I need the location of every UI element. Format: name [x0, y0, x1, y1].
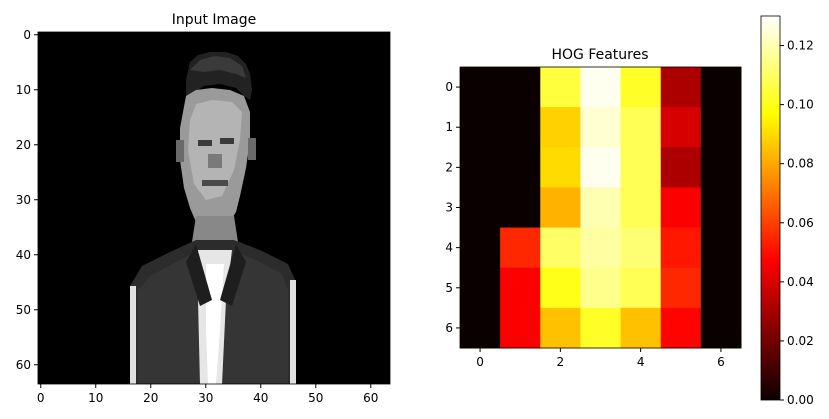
hog-cell — [700, 227, 742, 269]
hog-cell — [700, 107, 742, 148]
colorbar-tick-label: 0.12 — [787, 39, 814, 53]
y-tick-label: 3 — [445, 201, 453, 215]
x-tick-label: 10 — [88, 391, 103, 405]
hog-cell — [500, 267, 541, 309]
y-tick-label: 30 — [16, 193, 31, 207]
input-image-panel: Input Image — [16, 12, 391, 405]
hog-cell — [660, 107, 702, 148]
hog-cell — [620, 187, 662, 229]
hog-cell — [540, 307, 581, 349]
hog-cell — [460, 67, 501, 108]
hog-heatmap — [460, 67, 742, 349]
x-tick-label: 20 — [143, 391, 158, 405]
hog-cell — [700, 187, 742, 229]
colorbar: 0.00 0.02 0.04 0.06 0.08 0.10 0.12 — [760, 15, 814, 407]
hog-cell — [620, 147, 662, 188]
input-image-frame — [37, 31, 391, 385]
hog-cell — [500, 147, 541, 188]
y-tick-label: 10 — [16, 83, 31, 97]
colorbar-gradient — [760, 15, 781, 401]
colorbar-tick-label: 0.02 — [787, 334, 814, 348]
hog-cell — [620, 267, 662, 309]
x-tick-label: 0 — [476, 355, 484, 369]
hog-cell — [460, 267, 501, 309]
hog-cell — [540, 147, 581, 188]
y-tick-label: 6 — [445, 321, 453, 335]
hog-cell — [660, 187, 702, 229]
colorbar-ticks: 0.00 0.02 0.04 0.06 0.08 0.10 0.12 — [780, 39, 814, 407]
hog-cell — [700, 307, 742, 349]
hog-cell — [460, 107, 501, 148]
y-tick-label: 20 — [16, 138, 31, 152]
y-tick-label: 5 — [445, 281, 453, 295]
hog-cell — [580, 307, 622, 349]
y-tick-label: 0 — [23, 28, 31, 42]
hog-cell — [540, 107, 581, 148]
hog-cell — [620, 67, 662, 108]
hog-cell — [540, 267, 581, 309]
hog-cell — [660, 267, 702, 309]
hog-cell — [500, 227, 541, 269]
hog-cell — [660, 227, 702, 269]
hog-cell — [580, 67, 622, 108]
hog-cell — [460, 187, 501, 229]
hog-cell — [500, 307, 541, 349]
y-tick-label: 50 — [16, 303, 31, 317]
input-image-axes: 0 10 20 30 40 50 60 0 10 20 30 40 50 60 — [16, 28, 391, 405]
hog-cell — [620, 107, 662, 148]
x-tick-label: 50 — [308, 391, 323, 405]
hog-cell — [700, 67, 742, 108]
x-tick-label: 30 — [198, 391, 213, 405]
hog-cell — [580, 267, 622, 309]
colorbar-tick-label: 0.10 — [787, 98, 814, 112]
hog-cell — [500, 187, 541, 229]
hog-cell — [540, 67, 581, 108]
person-image — [130, 52, 296, 384]
y-tick-label: 1 — [445, 120, 453, 134]
hog-cell — [500, 67, 541, 108]
hog-cell — [580, 147, 622, 188]
x-tick-label: 4 — [637, 355, 645, 369]
colorbar-tick-label: 0.04 — [787, 275, 814, 289]
colorbar-tick-label: 0.06 — [787, 216, 814, 230]
hog-cell — [500, 107, 541, 148]
hog-cell — [580, 107, 622, 148]
hog-cell — [460, 147, 501, 188]
x-tick-label: 40 — [253, 391, 268, 405]
y-tick-label: 4 — [445, 241, 453, 255]
hog-cell — [700, 267, 742, 309]
x-tick-label: 6 — [717, 355, 725, 369]
hog-features-panel: HOG Features 0 2 4 6 0 1 2 3 4 5 6 — [445, 47, 742, 369]
hog-axes: 0 2 4 6 0 1 2 3 4 5 6 — [445, 66, 742, 369]
colorbar-tick-label: 0.08 — [787, 157, 814, 171]
x-tick-label: 2 — [557, 355, 565, 369]
hog-cell — [700, 147, 742, 188]
hog-cell — [660, 147, 702, 188]
hog-cell — [580, 187, 622, 229]
hog-cell — [540, 227, 581, 269]
hog-cell — [660, 307, 702, 349]
y-tick-label: 0 — [445, 80, 453, 94]
hog-cell — [580, 227, 622, 269]
y-tick-label: 2 — [445, 160, 453, 174]
hog-cell — [660, 67, 702, 108]
x-tick-label: 0 — [37, 391, 45, 405]
colorbar-tick-label: 0.00 — [787, 393, 814, 407]
hog-cell — [620, 307, 662, 349]
hog-features-title: HOG Features — [551, 47, 648, 63]
hog-cell — [540, 187, 581, 229]
y-tick-label: 60 — [16, 358, 31, 372]
hog-cell — [620, 227, 662, 269]
hog-cell — [460, 227, 501, 269]
hog-cell — [460, 307, 501, 349]
x-tick-label: 60 — [363, 391, 378, 405]
input-image-title: Input Image — [172, 12, 257, 28]
y-tick-label: 40 — [16, 248, 31, 262]
